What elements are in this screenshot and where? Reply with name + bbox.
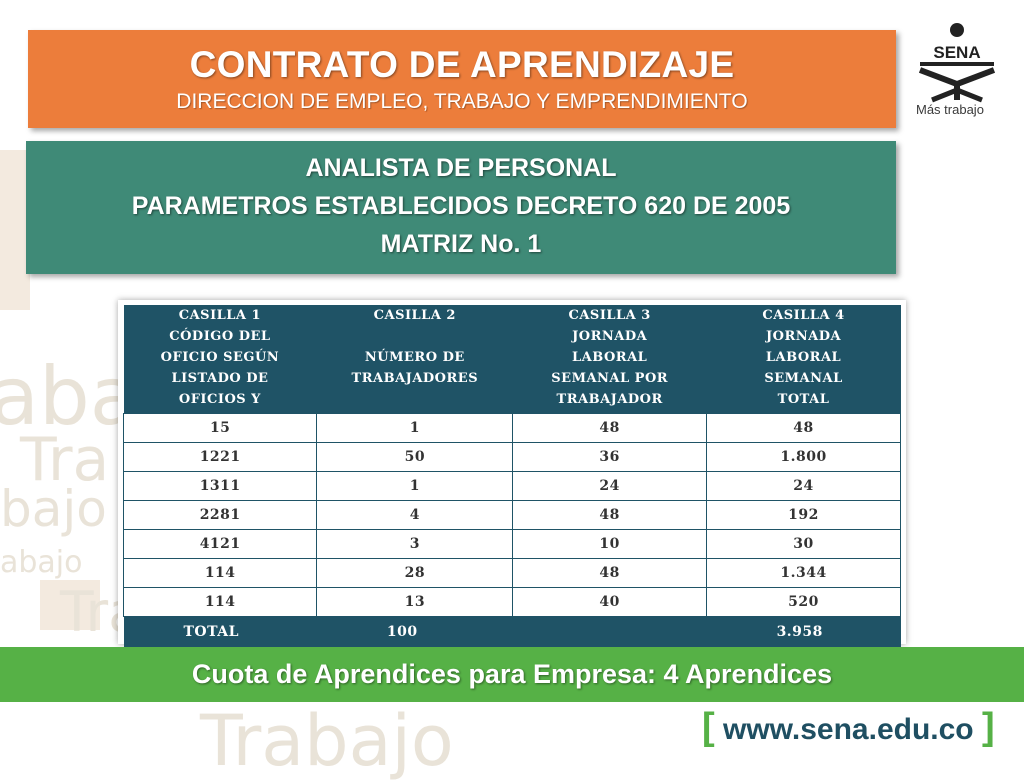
sena-logo: SENA: [918, 23, 996, 103]
table-cell: 1.344: [706, 558, 901, 588]
table-cell: 48: [512, 500, 708, 530]
section-line-3: MATRIZ No. 1: [380, 230, 542, 258]
table-row: 1311 1 24 24: [122, 471, 901, 501]
page-subtitle: DIRECCION DE EMPLEO, TRABAJO Y EMPRENDIM…: [176, 90, 748, 113]
total-workers: 100: [316, 616, 513, 647]
table-cell: 1311: [122, 471, 318, 501]
table-cell: 36: [512, 442, 708, 472]
quota-text: Cuota de Aprendices para Empresa: 4 Apre…: [191, 659, 833, 689]
table-cell: 13: [316, 587, 514, 617]
table-cell: 40: [512, 587, 708, 617]
table-cell: 24: [512, 471, 708, 501]
table-cell: 48: [512, 413, 708, 443]
table-row: 1221 50 36 1.800: [122, 442, 901, 472]
table-cell: 50: [316, 442, 514, 472]
table-cell: 10: [512, 529, 708, 559]
logo-tagline: Más trabajo: [916, 102, 984, 117]
section-line-1: ANALISTA DE PERSONAL: [305, 154, 617, 182]
title-banner: CONTRATO DE APRENDIZAJE DIRECCION DE EMP…: [28, 30, 896, 128]
table-cell: 48: [706, 413, 901, 443]
header-casilla-2: CASILLA 2 NÚMERO DE TRABAJADORES: [316, 305, 514, 414]
quota-banner: Cuota de Aprendices para Empresa: 4 Apre…: [0, 647, 1024, 702]
table-row: 114 28 48 1.344: [122, 558, 901, 588]
table-cell: 1: [316, 413, 514, 443]
total-label: TOTAL: [123, 616, 317, 647]
table-row: 15 1 48 48: [122, 413, 901, 443]
section-line-2: PARAMETROS ESTABLECIDOS DECRETO 620 DE 2…: [131, 192, 791, 220]
table-cell: 48: [512, 558, 708, 588]
matrix-table-container: CASILLA 1 CÓDIGO DEL OFICIO SEGÚN LISTADO D…: [118, 300, 906, 647]
table-cell: 192: [706, 500, 901, 530]
table-cell: 30: [706, 529, 901, 559]
table-cell: 28: [316, 558, 514, 588]
table-row: 2281 4 48 192: [122, 500, 901, 530]
table-cell: 4: [316, 500, 514, 530]
url-text[interactable]: www.sena.edu.co: [723, 713, 974, 746]
table-header-row: CASILLA 1 CÓDIGO DEL OFICIO SEGÚN LISTADO D…: [123, 305, 901, 414]
table-cell: 520: [706, 587, 901, 617]
header-casilla-4: CASILLA 4 JORNADA LABORAL SEMANAL TOTAL: [706, 305, 901, 414]
total-empty: [512, 616, 707, 647]
section-heading: ANALISTA DE PERSONAL PARAMETROS ESTABLEC…: [26, 141, 896, 274]
table-cell: 1221: [122, 442, 318, 472]
table-row: 4121 3 10 30: [122, 529, 901, 559]
table-row: 114 13 40 520: [122, 587, 901, 617]
svg-text:SENA: SENA: [933, 43, 980, 62]
table-cell: 24: [706, 471, 901, 501]
bracket-left-icon: [: [702, 706, 715, 748]
table-total-row: TOTAL 100 3.958: [123, 616, 901, 647]
table-cell: 15: [122, 413, 318, 443]
table-cell: 114: [122, 558, 318, 588]
table-cell: 4121: [122, 529, 318, 559]
table-cell: 1: [316, 471, 514, 501]
footer-url[interactable]: [ www.sena.edu.co ]: [702, 706, 995, 749]
header-casilla-3: CASILLA 3 JORNADA LABORAL SEMANAL POR TRABAJ…: [512, 305, 708, 414]
bracket-right-icon: ]: [981, 706, 995, 748]
table-cell: 2281: [122, 500, 318, 530]
page-title: CONTRATO DE APRENDIZAJE: [189, 44, 735, 85]
table-cell: 3: [316, 529, 514, 559]
table-cell: 114: [122, 587, 318, 617]
total-hours: 3.958: [706, 616, 901, 647]
table-cell: 1.800: [706, 442, 901, 472]
matrix-table: CASILLA 1 CÓDIGO DEL OFICIO SEGÚN LISTADO D…: [122, 305, 901, 647]
header-casilla-1: CASILLA 1 CÓDIGO DEL OFICIO SEGÚN LISTADO D…: [123, 305, 318, 414]
